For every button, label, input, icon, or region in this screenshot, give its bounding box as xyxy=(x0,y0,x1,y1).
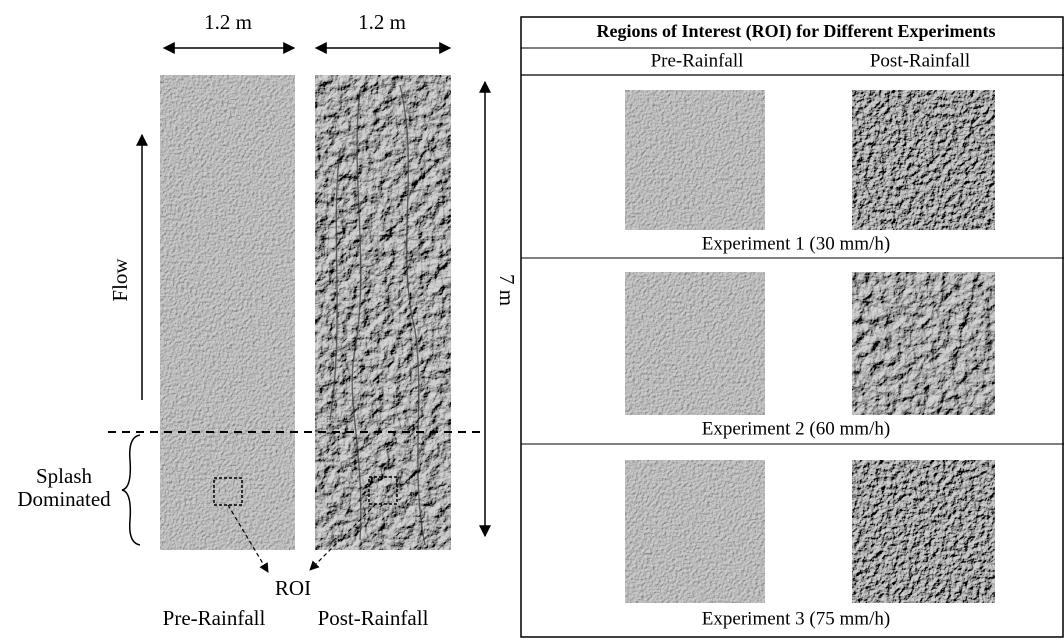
page: {"left_panel": {"width_labels": ["1.2 m"… xyxy=(0,0,1064,638)
brace xyxy=(122,435,140,545)
roi-image xyxy=(852,90,995,230)
length-label: 7 m xyxy=(495,274,519,306)
pre-rainfall-plot xyxy=(160,75,295,550)
post-rainfall-plot xyxy=(315,75,451,550)
roi-image xyxy=(625,460,765,603)
zone-label: Splash xyxy=(36,464,93,488)
row-caption: Experiment 2 (60 mm/h) xyxy=(702,418,890,439)
flow-label: Flow xyxy=(108,258,132,302)
row-caption: Experiment 1 (30 mm/h) xyxy=(702,233,890,254)
zone-label: Dominated xyxy=(17,487,111,511)
roi-image xyxy=(625,272,765,415)
width-label: 1.2 m xyxy=(204,10,252,34)
figure: 1.2 m 1.2 m Flow 7 m Splash Dominated RO… xyxy=(0,0,1064,638)
width-label: 1.2 m xyxy=(358,10,406,34)
roi-label: ROI xyxy=(275,576,311,600)
plot-label: Post-Rainfall xyxy=(318,606,429,630)
plot-label: Pre-Rainfall xyxy=(163,606,266,630)
roi-image xyxy=(852,460,995,603)
roi-image xyxy=(625,90,765,230)
table-title: Regions of Interest (ROI) for Different … xyxy=(597,21,996,42)
roi-image xyxy=(852,272,995,415)
row-caption: Experiment 3 (75 mm/h) xyxy=(702,608,890,629)
column-header: Post-Rainfall xyxy=(870,50,970,71)
column-header: Pre-Rainfall xyxy=(651,50,744,71)
